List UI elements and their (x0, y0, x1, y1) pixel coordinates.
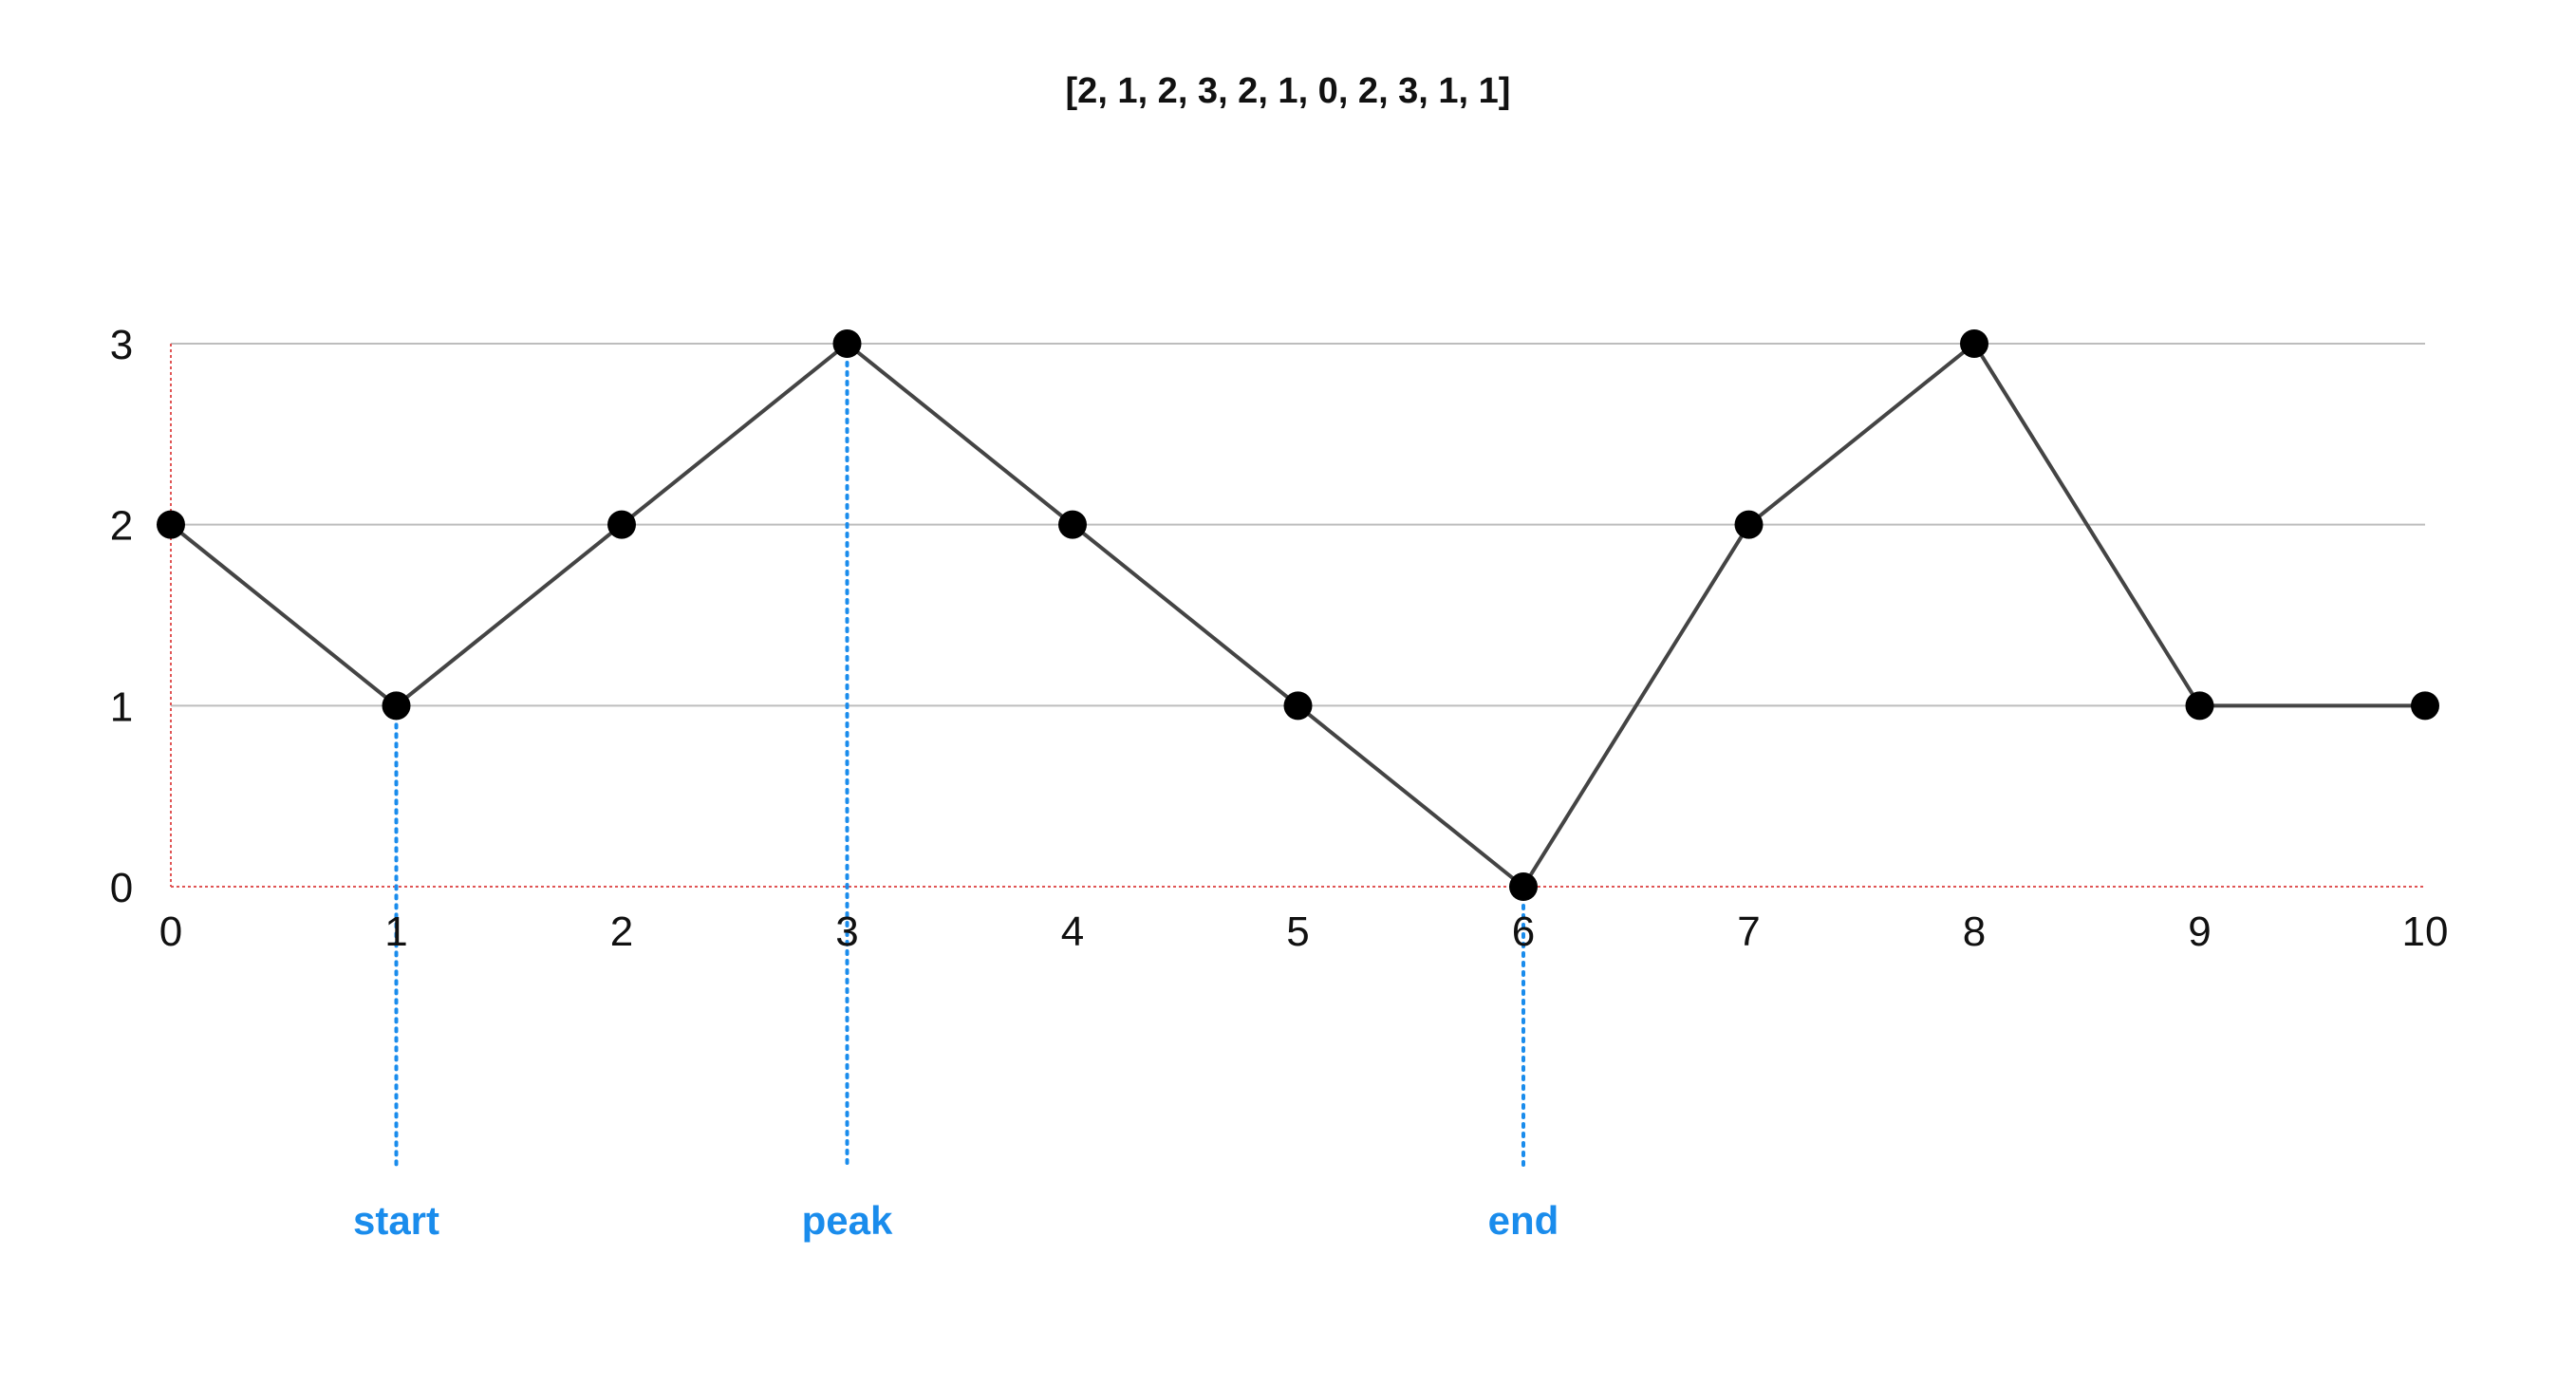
data-point-6 (1509, 872, 1538, 901)
annotation-guides (394, 342, 1525, 1170)
x-tick-labels: 0 1 2 3 4 5 6 7 8 9 10 (159, 908, 2449, 955)
y-tick-label-3: 3 (110, 322, 133, 368)
data-point-8 (1960, 329, 1988, 358)
annotation-label-peak: peak (802, 1198, 893, 1243)
annotation-labels: start peak end (353, 1198, 1559, 1243)
annotation-label-end: end (1488, 1198, 1559, 1243)
x-tick-label-3: 3 (835, 908, 858, 955)
x-tick-label-5: 5 (1286, 908, 1309, 955)
annotation-label-start: start (353, 1198, 439, 1243)
data-point-9 (2185, 691, 2214, 721)
data-point-1 (382, 691, 411, 721)
chart-title: [2, 1, 2, 3, 2, 1, 0, 2, 3, 1, 1] (1066, 71, 1511, 111)
y-tick-labels: 0 1 2 3 (110, 322, 133, 911)
y-tick-label-0: 0 (110, 865, 133, 911)
data-point-3 (832, 329, 862, 358)
data-point-4 (1058, 510, 1087, 539)
axes (170, 344, 2425, 888)
x-tick-label-7: 7 (1737, 908, 1760, 955)
data-point-7 (1734, 510, 1764, 539)
x-tick-label-1: 1 (384, 908, 407, 955)
series-polyline (169, 342, 2425, 889)
y-tick-label-1: 1 (110, 684, 133, 730)
x-tick-label-6: 6 (1512, 908, 1535, 955)
data-point-0 (157, 510, 185, 539)
x-tick-label-4: 4 (1061, 908, 1084, 955)
x-tick-label-9: 9 (2188, 908, 2211, 955)
x-tick-label-10: 10 (2402, 908, 2449, 955)
data-point-2 (607, 510, 636, 539)
data-point-10 (2411, 691, 2439, 721)
x-tick-label-2: 2 (610, 908, 633, 955)
x-tick-label-0: 0 (159, 908, 182, 955)
series-line (169, 342, 2425, 889)
y-tick-label-2: 2 (110, 503, 133, 550)
data-points (157, 329, 2439, 901)
data-point-5 (1283, 691, 1313, 721)
x-tick-label-8: 8 (1963, 908, 1986, 955)
